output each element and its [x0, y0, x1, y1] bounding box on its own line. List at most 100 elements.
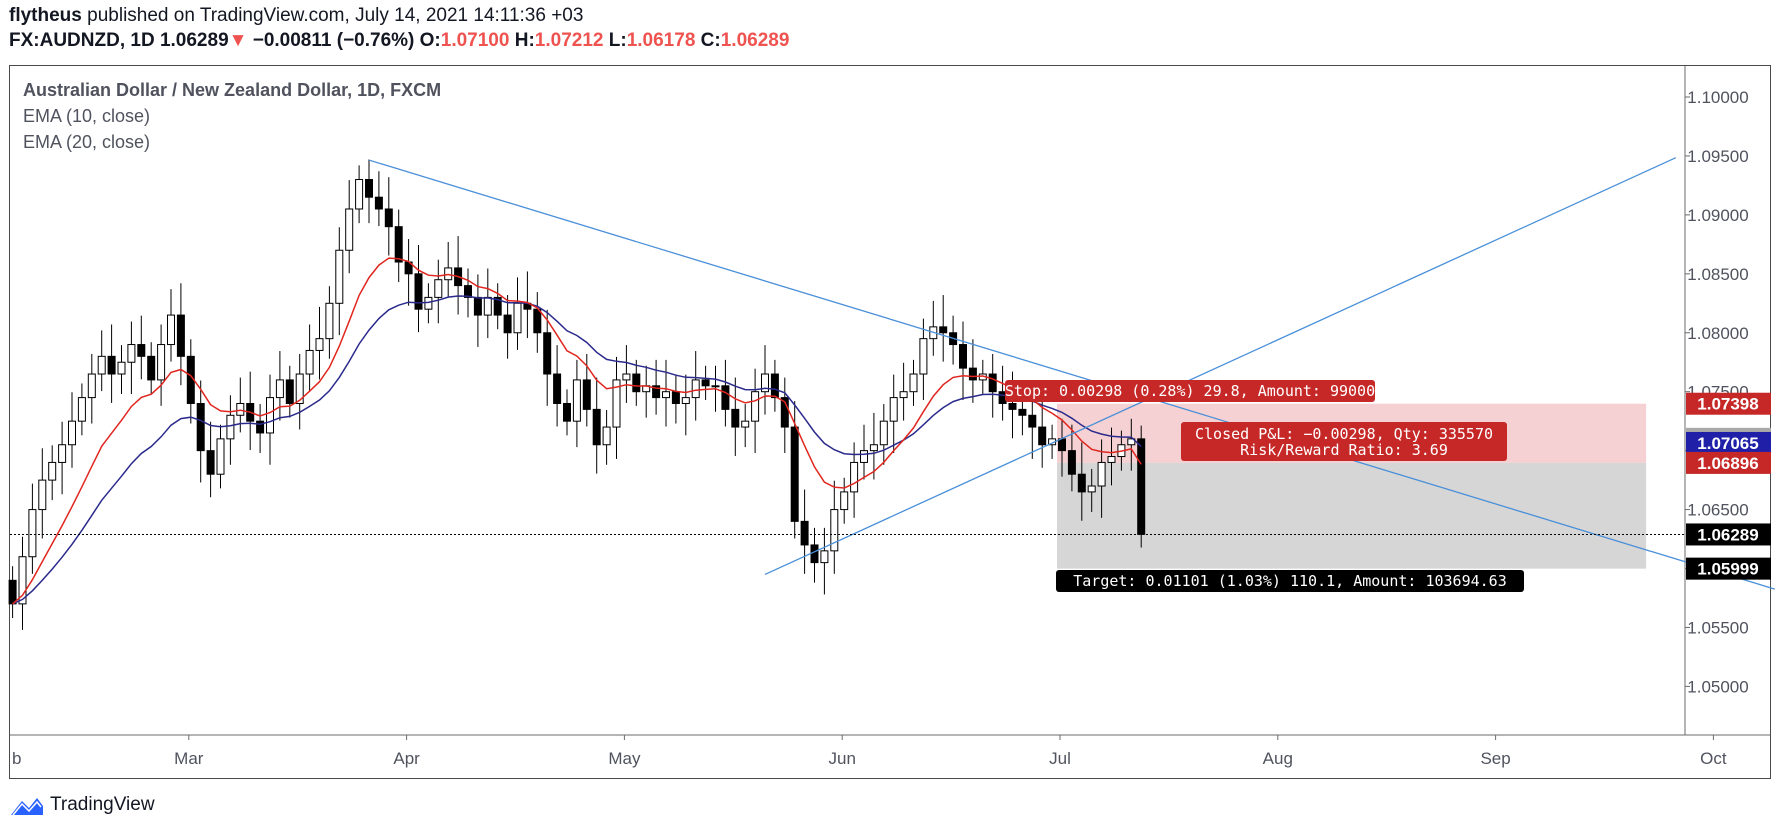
- candle-body: [28, 509, 37, 558]
- candle-body: [800, 520, 809, 546]
- close-label: C:: [700, 30, 721, 51]
- candle-body: [790, 426, 799, 522]
- candle-body: [602, 426, 611, 446]
- candle-body: [365, 179, 373, 198]
- candle-body: [780, 397, 789, 428]
- candle-body: [543, 332, 552, 375]
- candle-body: [681, 397, 690, 404]
- candle-body: [632, 373, 641, 393]
- candle-body: [77, 397, 86, 422]
- candle-body: [196, 402, 205, 452]
- candle-body: [87, 373, 96, 399]
- candle-body: [889, 397, 898, 422]
- candle-body: [1018, 408, 1027, 416]
- trendline-upper-resistance: [368, 159, 1775, 590]
- candle-body: [592, 408, 601, 446]
- candle-body: [751, 391, 760, 422]
- stop-label: Stop: 0.00298 (0.28%) 29.8, Amount: 9900…: [1005, 382, 1375, 400]
- candle-body: [513, 302, 522, 334]
- candle-body: [1137, 438, 1146, 535]
- price-badge-bg: [1686, 451, 1771, 474]
- price-badge: 1.06289: [1697, 525, 1758, 544]
- candle-body: [345, 208, 354, 251]
- candle-body: [1107, 456, 1116, 463]
- candle-body: [701, 379, 710, 387]
- candle-body: [1087, 485, 1096, 493]
- candle-body: [394, 226, 403, 263]
- candle-body: [1058, 438, 1066, 452]
- candle-body: [652, 385, 661, 399]
- pnl-label: Closed P&L: −0.00298, Qty: 335570: [1195, 425, 1493, 443]
- candle-body: [127, 344, 136, 363]
- down-triangle-icon: ▼: [228, 30, 248, 51]
- candle-body: [68, 420, 76, 446]
- price-tick-label: 1.05000: [1687, 677, 1748, 696]
- candle-body: [434, 279, 443, 298]
- candle-body: [355, 179, 364, 210]
- price-badge: 1.07398: [1697, 395, 1758, 414]
- ema10-legend[interactable]: EMA (10, close): [23, 106, 151, 126]
- price-tick-label: 1.06500: [1687, 501, 1748, 520]
- time-tick-label: Mar: [174, 749, 204, 768]
- candle-body: [731, 408, 740, 428]
- risk-reward-label: Risk/Reward Ratio: 3.69: [1240, 441, 1448, 459]
- price-badge-bg: [1686, 523, 1771, 546]
- ema10-line: [12, 257, 1142, 605]
- candle-body: [384, 208, 393, 228]
- price-tick-label: 1.08500: [1687, 265, 1748, 284]
- candle-body: [285, 379, 294, 404]
- candle-body: [137, 344, 146, 357]
- candle-body: [167, 314, 175, 346]
- author-name[interactable]: flytheus: [9, 5, 82, 26]
- candle-body: [374, 196, 383, 210]
- candle-body: [1077, 473, 1086, 493]
- tradingview-footer: TradingView: [10, 794, 155, 816]
- candle-body: [236, 402, 245, 416]
- tradingview-brand[interactable]: TradingView: [50, 794, 155, 815]
- open-label: O:: [419, 30, 441, 51]
- candle-body: [464, 285, 472, 298]
- candle-body: [553, 373, 562, 404]
- candle-body: [176, 314, 185, 357]
- time-tick-label: Oct: [1700, 749, 1727, 768]
- candle-body: [18, 556, 27, 605]
- candle-body: [850, 461, 859, 493]
- time-tick-label: Jun: [828, 749, 855, 768]
- price-badge-bg: [1686, 392, 1771, 415]
- price-badge-bg: [1686, 431, 1771, 454]
- candle-body: [325, 302, 334, 340]
- candle-body: [840, 491, 849, 511]
- candle-body: [968, 367, 977, 381]
- price-badge: 1.05999: [1697, 560, 1758, 579]
- price-tick-label: 1.09000: [1687, 206, 1748, 225]
- candle-body: [335, 249, 344, 304]
- chart-title: Australian Dollar / New Zealand Dollar, …: [23, 80, 442, 100]
- candle-body: [1067, 450, 1076, 475]
- chart-frame[interactable]: [9, 65, 1771, 779]
- last-price: 1.06289: [159, 30, 229, 51]
- candle-body: [988, 373, 997, 393]
- open-value: 1.07100: [440, 30, 510, 51]
- target-label-bg: [1056, 570, 1524, 592]
- candle-body: [810, 544, 819, 564]
- price-change: −0.00811 (−0.76%): [252, 30, 415, 51]
- candle-body: [503, 314, 512, 334]
- candle-body: [761, 373, 769, 393]
- candle-body: [909, 373, 918, 393]
- candle-body: [206, 450, 215, 475]
- candle-body: [671, 391, 680, 404]
- candle-body: [424, 296, 433, 310]
- candle-body: [38, 479, 47, 511]
- price-tick-label: 1.05500: [1687, 618, 1748, 637]
- stop-label-bg: [1005, 380, 1375, 402]
- candle-body: [939, 326, 948, 334]
- candle-body: [414, 273, 423, 310]
- candle-body: [266, 397, 274, 434]
- candle-body: [315, 338, 324, 351]
- ema20-legend[interactable]: EMA (20, close): [23, 132, 151, 152]
- candle-body: [563, 402, 571, 422]
- target-label: Target: 0.01101 (1.03%) 110.1, Amount: 1…: [1073, 572, 1506, 590]
- time-tick-label: May: [608, 749, 641, 768]
- candle-body: [533, 308, 542, 334]
